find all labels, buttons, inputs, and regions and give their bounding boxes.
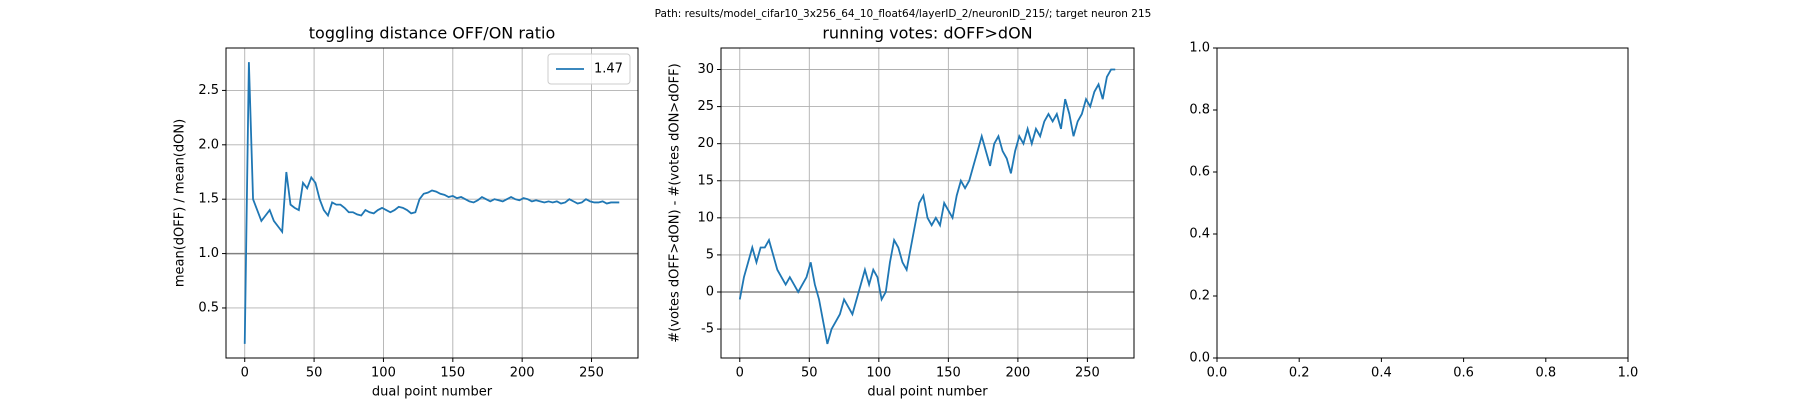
x-axis-label: dual point number [372, 385, 493, 400]
y-tick-label: 5 [706, 247, 714, 262]
x-tick-label: 0.8 [1535, 366, 1556, 381]
y-axis-label: #(votes dOFF>dON) - #(votes dON>dOFF) [668, 63, 683, 342]
y-tick-label: 0.4 [1189, 227, 1210, 242]
x-tick-label: 100 [866, 366, 891, 381]
x-tick-label: 0.4 [1371, 366, 1392, 381]
chart-title: toggling distance OFF/ON ratio [309, 24, 555, 43]
x-tick-label: 1.0 [1618, 366, 1639, 381]
y-tick-label: 2.0 [198, 137, 219, 152]
y-axis-label: mean(dOFF) / mean(dON) [173, 119, 188, 287]
chart-title: running votes: dOFF>dON [822, 24, 1032, 43]
y-tick-label: 10 [697, 210, 714, 225]
x-tick-label: 0.6 [1453, 366, 1474, 381]
y-tick-label: 0.0 [1189, 351, 1210, 366]
data-line [738, 68, 1116, 345]
y-tick-label: 0 [706, 284, 714, 299]
x-axis-label: dual point number [867, 385, 988, 400]
axes-frame [225, 47, 639, 359]
y-tick-label: 15 [697, 173, 714, 188]
y-tick-label: 20 [697, 136, 714, 151]
legend-label: 1.47 [594, 62, 623, 77]
y-tick-label: 0.8 [1189, 103, 1210, 118]
x-tick-label: 150 [440, 366, 465, 381]
x-tick-label: 0.2 [1289, 366, 1310, 381]
x-tick-label: 150 [936, 366, 961, 381]
y-tick-label: 0.2 [1189, 289, 1210, 304]
x-tick-label: 250 [1075, 366, 1100, 381]
y-tick-label: 0.6 [1189, 165, 1210, 180]
y-tick-label: 2.5 [198, 83, 219, 98]
y-tick-label: 1.0 [198, 246, 219, 261]
y-tick-label: 25 [697, 99, 714, 114]
x-tick-label: 250 [579, 366, 604, 381]
axes-frame [1216, 47, 1629, 359]
x-tick-label: 50 [801, 366, 818, 381]
x-tick-label: 200 [510, 366, 535, 381]
x-tick-label: 0 [241, 366, 249, 381]
data-line [243, 62, 620, 344]
x-tick-label: 200 [1005, 366, 1030, 381]
suptitle: Path: results/model_cifar10_3x256_64_10_… [655, 8, 1152, 20]
axes-frame [720, 47, 1135, 359]
y-tick-label: 1.5 [198, 192, 219, 207]
y-tick-label: 0.5 [198, 300, 219, 315]
x-tick-label: 50 [306, 366, 323, 381]
x-tick-label: 0 [736, 366, 744, 381]
x-tick-label: 0.0 [1207, 366, 1228, 381]
legend-box [547, 53, 631, 85]
x-tick-label: 100 [371, 366, 396, 381]
y-tick-label: 1.0 [1189, 41, 1210, 56]
y-tick-label: -5 [701, 322, 714, 337]
y-tick-label: 30 [697, 62, 714, 77]
